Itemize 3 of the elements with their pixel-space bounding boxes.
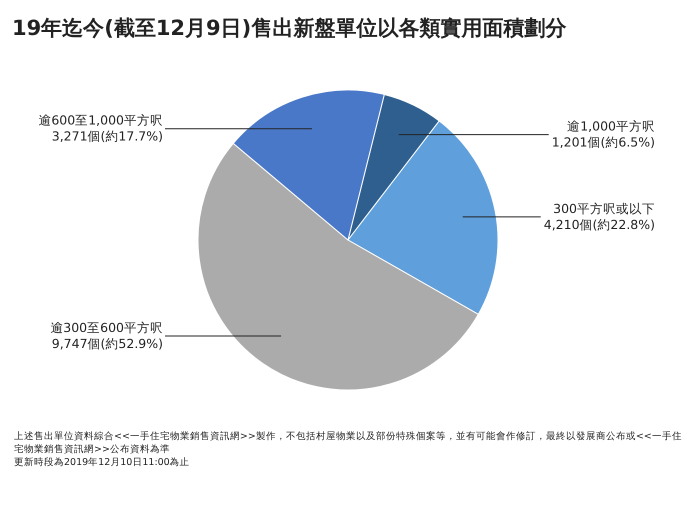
title: 19年迄今(截至12月9日)售出新盤單位以各類實用面積劃分 — [12, 15, 566, 42]
annotation: 更新時段為2019年12月10日11:00為止 — [14, 456, 191, 469]
annotation: 上述售出單位資料綜合<<一手住宅物業銷售資訊網>>製作，不包括村屋物業以及部份特殊個案等，並有可能會作修訂，最終以發展商公布或<<一手住宅物業銷售資訊網>>公布資料為準 — [14, 430, 683, 456]
